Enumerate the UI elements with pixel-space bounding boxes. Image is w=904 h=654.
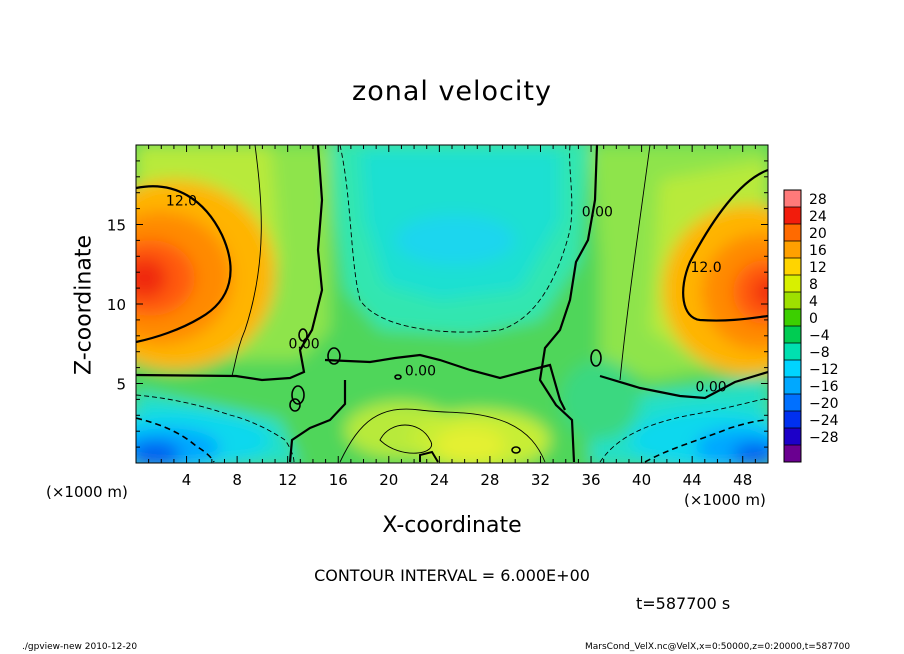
colorbar-tick-label: 4 <box>809 294 818 310</box>
contour-label: 0.00 <box>405 364 436 380</box>
time-stamp: t=587700 s <box>636 594 731 613</box>
colorbar-segment <box>784 258 801 276</box>
x-tick-label: 24 <box>430 471 449 489</box>
colorbar-tick-label: −20 <box>809 396 839 412</box>
colorbar-tick-label: −16 <box>809 379 839 395</box>
colorbar-tick-label: 8 <box>809 277 818 293</box>
colorbar-tick-label: −12 <box>809 362 839 378</box>
colorbar-segment <box>784 241 801 259</box>
colorbar-tick-label: 0 <box>809 311 818 327</box>
colorbar-segment <box>784 377 801 395</box>
colorbar-tick-label: 20 <box>809 226 827 242</box>
x-tick-label: 8 <box>232 471 242 489</box>
colorbar-tick-label: −28 <box>809 430 839 446</box>
x-tick-label: 4 <box>182 471 192 489</box>
x-axis-label: X-coordinate <box>382 513 522 538</box>
contour-label: 0.00 <box>289 337 320 353</box>
colorbar-segment <box>784 224 801 242</box>
colorbar-segment <box>784 411 801 429</box>
colorbar-tick-label: −4 <box>809 328 830 344</box>
x-tick-label: 48 <box>733 471 752 489</box>
colorbar-segment <box>784 309 801 327</box>
contour-label: 12.0 <box>166 193 197 209</box>
y-tick-label: 5 <box>116 376 126 394</box>
x-tick-label: 16 <box>329 471 348 489</box>
colorbar <box>783 189 802 463</box>
colorbar-segment <box>784 360 801 378</box>
contour-interval-text: CONTOUR INTERVAL = 6.000E+00 <box>314 566 590 585</box>
x-tick-label: 28 <box>480 471 499 489</box>
colorbar-tick-label: 12 <box>809 260 827 276</box>
colorbar-segment <box>784 428 801 446</box>
colorbar-segment <box>784 275 801 293</box>
velocity-heatmap <box>136 145 768 463</box>
colorbar-segment <box>784 343 801 361</box>
contour-label: 12.0 <box>690 260 721 276</box>
colorbar-segment <box>784 292 801 310</box>
y-axis-label: Z-coordinate <box>71 235 97 375</box>
colorbar-tick-label: 24 <box>809 209 827 225</box>
colorbar-segment <box>784 190 801 208</box>
colorbar-segment <box>784 207 801 225</box>
footer-right: MarsCond_VelX.nc@VelX,x=0:50000,z=0:2000… <box>585 642 851 652</box>
x-tick-label: 32 <box>531 471 550 489</box>
colorbar-tick-label: 28 <box>809 192 827 208</box>
x-tick-label: 12 <box>278 471 297 489</box>
x-unit-label-left: (×1000 m) <box>46 483 128 501</box>
x-tick-label: 40 <box>632 471 651 489</box>
colorbar-segment <box>784 394 801 412</box>
contour-label: 0.00 <box>582 205 613 221</box>
y-tick-label: 10 <box>107 296 126 314</box>
x-unit-label-right: (×1000 m) <box>684 491 766 509</box>
colorbar-segment <box>784 326 801 344</box>
y-tick-label: 15 <box>107 217 126 235</box>
x-tick-label: 44 <box>683 471 702 489</box>
x-tick-label: 20 <box>379 471 398 489</box>
footer-left: ./gpview-new 2010-12-20 <box>22 642 138 652</box>
contour-label: 0.00 <box>696 379 727 395</box>
chart-title: zonal velocity <box>352 76 552 107</box>
colorbar-segment <box>784 445 801 463</box>
colorbar-tick-label: 16 <box>809 243 827 259</box>
x-tick-label: 36 <box>581 471 600 489</box>
colorbar-tick-label: −8 <box>809 345 830 361</box>
colorbar-tick-label: −24 <box>809 413 839 429</box>
